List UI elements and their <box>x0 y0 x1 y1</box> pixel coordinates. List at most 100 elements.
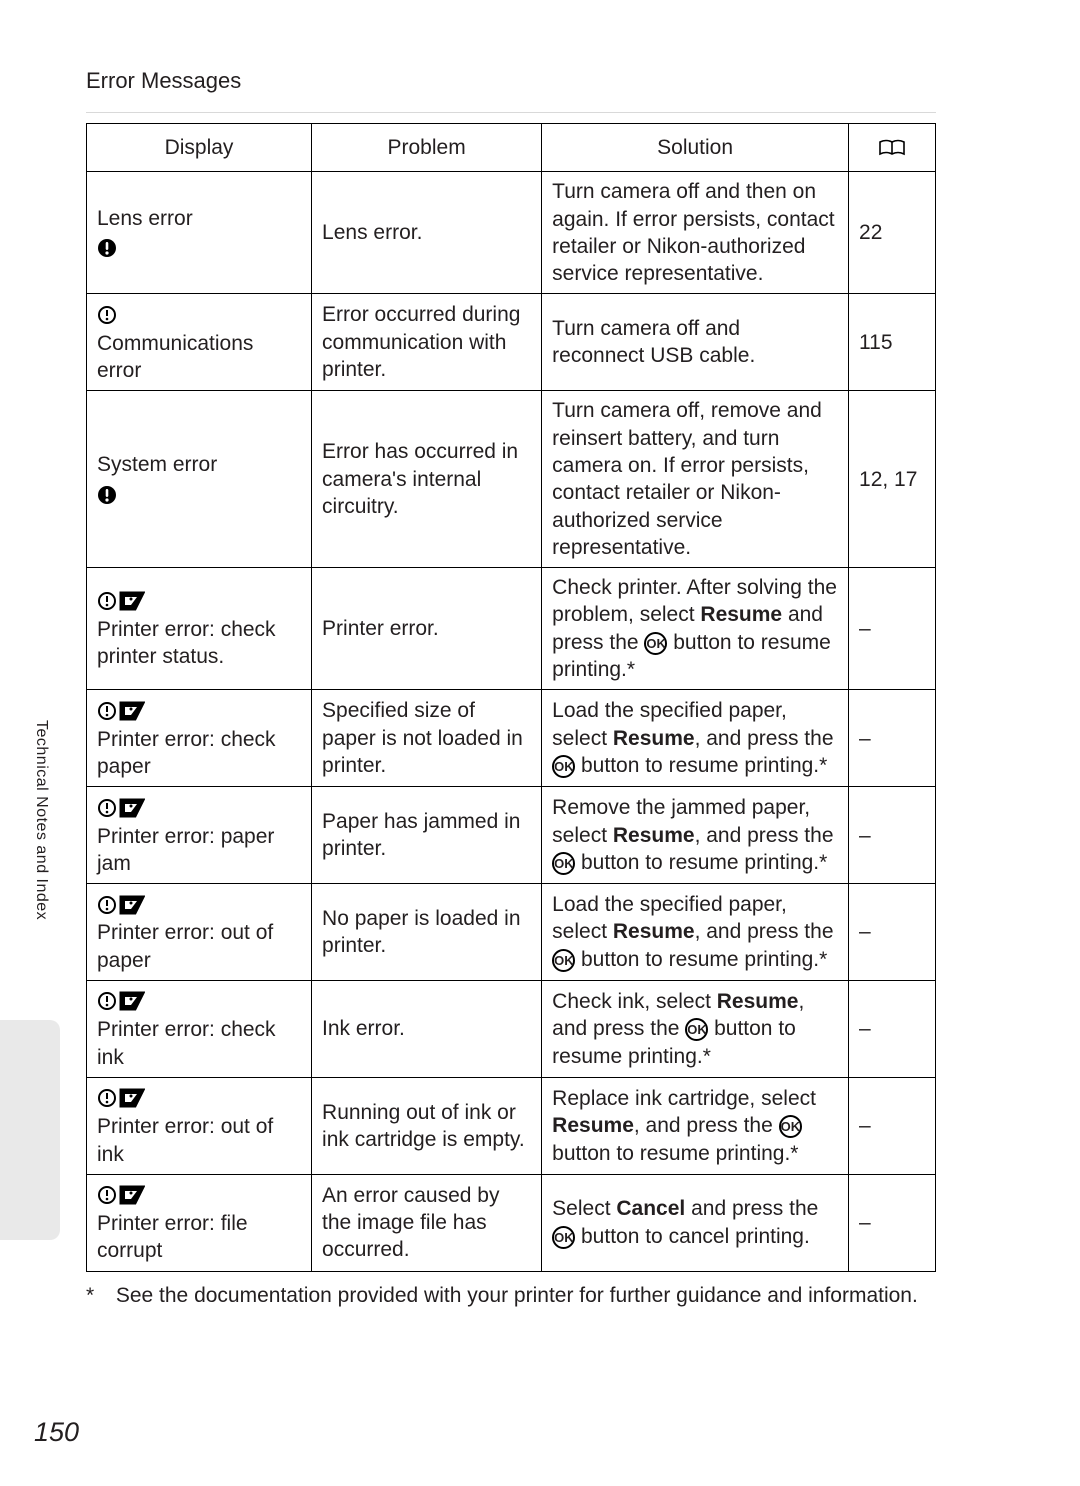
ok-button-icon: OK <box>685 1018 708 1041</box>
table-row: Printer error: paper jamPaper has jammed… <box>87 787 936 884</box>
display-text: Lens error <box>97 205 301 232</box>
solution-bold: Resume <box>552 1114 634 1137</box>
cell-solution: Check ink, select Resume, and press the … <box>542 981 849 1078</box>
cell-problem: Ink error. <box>312 981 542 1078</box>
cell-display: Communications error <box>87 294 312 391</box>
cell-display: System error <box>87 391 312 568</box>
page-number: 150 <box>34 1417 79 1448</box>
page-header: Error Messages <box>86 0 936 113</box>
cell-display: Printer error: check ink <box>87 981 312 1078</box>
warning-icon <box>97 991 117 1011</box>
warning-icon <box>97 701 117 721</box>
exclamation-icon <box>97 238 117 258</box>
cell-solution: Remove the jammed paper, select Resume, … <box>542 787 849 884</box>
header-reference <box>849 124 936 172</box>
display-text: Printer error: out of paper <box>97 919 301 974</box>
header-solution: Solution <box>542 124 849 172</box>
display-text: Printer error: file corrupt <box>97 1210 301 1265</box>
table-row: Printer error: check inkInk error.Check … <box>87 981 936 1078</box>
footnote-marker: * <box>86 1284 110 1308</box>
header-display: Display <box>87 124 312 172</box>
cell-display: Printer error: out of ink <box>87 1077 312 1174</box>
cell-reference: 12, 17 <box>849 391 936 568</box>
ok-button-icon: OK <box>779 1115 802 1138</box>
table-row: System error Error has occurred in camera… <box>87 391 936 568</box>
error-table: Display Problem Solution Lens errorLens … <box>86 123 936 1272</box>
display-text: Communications error <box>97 330 301 385</box>
cell-display: Lens error <box>87 172 312 294</box>
ok-button-icon: OK <box>644 632 667 655</box>
cell-reference: – <box>849 981 936 1078</box>
table-row: Printer error: out of paperNo paper is l… <box>87 884 936 981</box>
cell-reference: – <box>849 787 936 884</box>
cell-problem: Error has occurred in camera's internal … <box>312 391 542 568</box>
warning-icon <box>97 1185 117 1205</box>
cell-reference: – <box>849 690 936 787</box>
solution-bold: Resume <box>613 727 695 750</box>
header-problem: Problem <box>312 124 542 172</box>
warning-icon <box>97 798 117 818</box>
table-row: Communications errorError occurred durin… <box>87 294 936 391</box>
cell-problem: Specified size of paper is not loaded in… <box>312 690 542 787</box>
cell-solution: Turn camera off and then on again. If er… <box>542 172 849 294</box>
ok-button-icon: OK <box>552 755 575 778</box>
display-text: System error <box>97 451 301 478</box>
table-row: Printer error: out of inkRunning out of … <box>87 1077 936 1174</box>
pictbridge-icon <box>119 1185 145 1205</box>
page-title: Error Messages <box>86 68 241 93</box>
cell-reference: – <box>849 884 936 981</box>
cell-problem: Running out of ink or ink cartridge is e… <box>312 1077 542 1174</box>
pictbridge-icon <box>119 895 145 915</box>
pictbridge-icon <box>119 798 145 818</box>
table-row: Lens error Lens error.Turn camera off and… <box>87 172 936 294</box>
cell-display: Printer error: check printer status. <box>87 568 312 690</box>
cell-reference: – <box>849 1077 936 1174</box>
footnote-text: See the documentation provided with your… <box>116 1284 918 1307</box>
side-tab-block <box>0 1020 60 1240</box>
cell-reference: 115 <box>849 294 936 391</box>
table-row: Printer error: file corruptAn error caus… <box>87 1174 936 1271</box>
footnote: * See the documentation provided with yo… <box>86 1284 936 1308</box>
cell-reference: 22 <box>849 172 936 294</box>
ok-button-icon: OK <box>552 949 575 972</box>
cell-problem: No paper is loaded in printer. <box>312 884 542 981</box>
solution-bold: Cancel <box>616 1197 685 1220</box>
cell-problem: Error occurred during communication with… <box>312 294 542 391</box>
display-text: Printer error: paper jam <box>97 823 301 878</box>
cell-solution: Select Cancel and press the OK button to… <box>542 1174 849 1271</box>
ok-button-icon: OK <box>552 852 575 875</box>
solution-bold: Resume <box>717 990 799 1013</box>
cell-problem: Paper has jammed in printer. <box>312 787 542 884</box>
display-text: Printer error: check printer status. <box>97 616 301 671</box>
warning-icon <box>97 591 117 611</box>
cell-reference: – <box>849 1174 936 1271</box>
cell-problem: An error caused by the image file has oc… <box>312 1174 542 1271</box>
cell-problem: Lens error. <box>312 172 542 294</box>
cell-solution: Replace ink cartridge, select Resume, an… <box>542 1077 849 1174</box>
pictbridge-icon <box>119 591 145 611</box>
cell-problem: Printer error. <box>312 568 542 690</box>
table-row: Printer error: check printer status.Prin… <box>87 568 936 690</box>
cell-reference: – <box>849 568 936 690</box>
cell-display: Printer error: check paper <box>87 690 312 787</box>
display-text: Printer error: check paper <box>97 726 301 781</box>
warning-icon <box>97 895 117 915</box>
solution-bold: Resume <box>613 920 695 943</box>
solution-bold: Resume <box>700 603 782 626</box>
warning-icon <box>97 1088 117 1108</box>
exclamation-icon <box>97 485 117 505</box>
pictbridge-icon <box>119 1088 145 1108</box>
display-text: Printer error: check ink <box>97 1016 301 1071</box>
pictbridge-icon <box>119 701 145 721</box>
cell-solution: Turn camera off and reconnect USB cable. <box>542 294 849 391</box>
side-tab-label: Technical Notes and Index <box>32 720 50 920</box>
book-icon <box>878 139 906 157</box>
table-header-row: Display Problem Solution <box>87 124 936 172</box>
ok-button-icon: OK <box>552 1226 575 1249</box>
error-table-wrap: Display Problem Solution Lens errorLens … <box>86 123 936 1272</box>
cell-solution: Load the specified paper, select Resume,… <box>542 884 849 981</box>
cell-solution: Check printer. After solving the problem… <box>542 568 849 690</box>
table-row: Printer error: check paperSpecified size… <box>87 690 936 787</box>
solution-bold: Resume <box>613 824 695 847</box>
cell-display: Printer error: out of paper <box>87 884 312 981</box>
